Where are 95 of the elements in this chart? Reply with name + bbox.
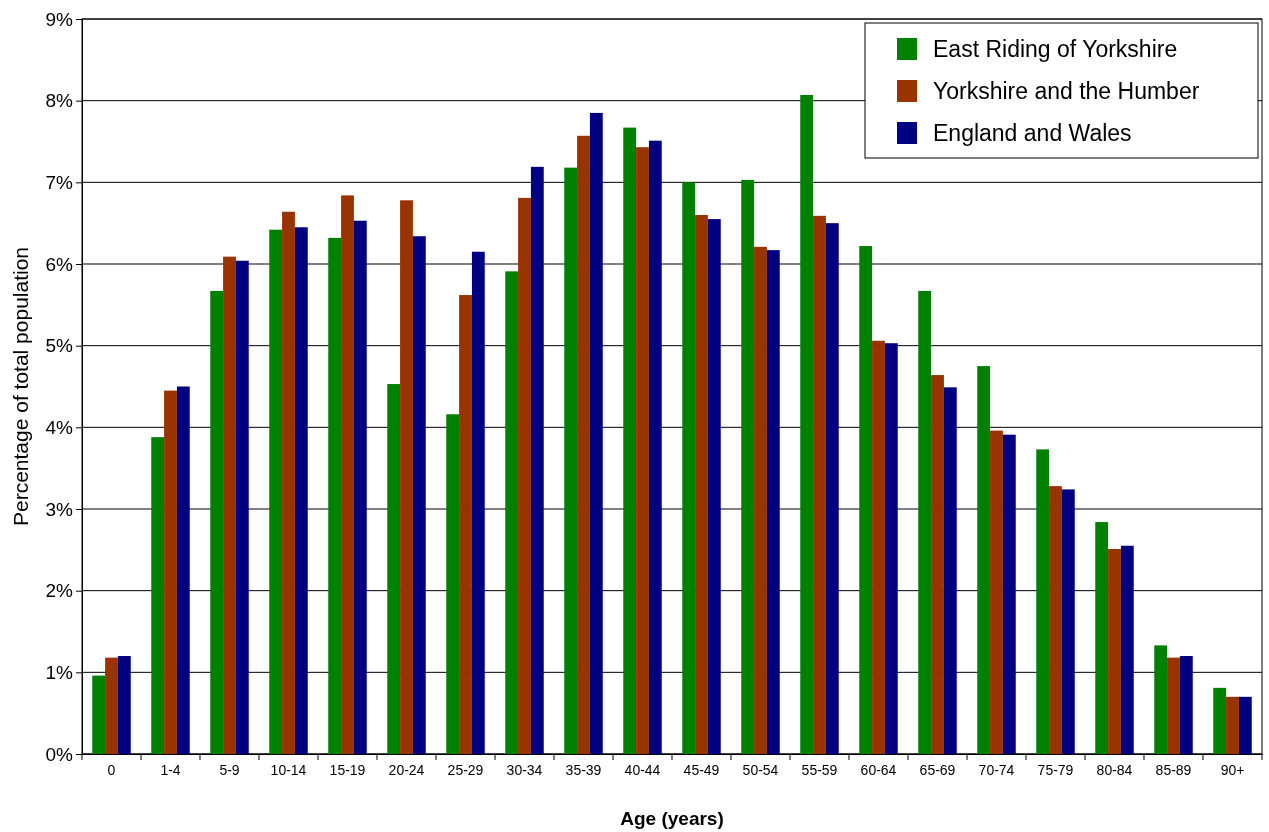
x-tick-label: 45-49 [683, 762, 720, 779]
legend-label: Yorkshire and the Humber [933, 78, 1200, 104]
bar [800, 94, 814, 754]
x-tick-label: 25-29 [447, 762, 484, 779]
bar [918, 290, 932, 754]
x-axis-title: Age (years) [620, 808, 724, 829]
x-tick-label: 5-9 [219, 762, 240, 779]
x-tick-label: 55-59 [801, 762, 838, 779]
y-tick-label: 9% [45, 8, 74, 30]
bar [872, 340, 885, 754]
x-tick-label: 10-14 [270, 762, 307, 779]
x-tick-label: 70-74 [978, 762, 1015, 779]
bar [1049, 486, 1062, 754]
bar [471, 251, 485, 754]
y-tick-label: 7% [45, 171, 74, 193]
legend-label: England and Wales [933, 120, 1132, 146]
bar [707, 219, 721, 754]
x-tick-label: 80-84 [1096, 762, 1133, 779]
x-tick-label: 65-69 [919, 762, 956, 779]
bar [282, 211, 295, 754]
bar [682, 182, 696, 754]
bar [294, 227, 308, 754]
x-tick-label: 30-34 [506, 762, 543, 779]
bar [353, 220, 367, 754]
bar [1213, 687, 1227, 754]
x-tick-label: 90+ [1220, 762, 1245, 779]
bar [943, 387, 957, 754]
bar [223, 256, 236, 754]
bar [1238, 696, 1252, 754]
bar [446, 414, 460, 754]
x-tick-label: 60-64 [860, 762, 897, 779]
bar [328, 237, 342, 754]
bar [387, 384, 401, 754]
bar [1002, 434, 1016, 754]
legend-label: East Riding of Yorkshire [933, 36, 1178, 62]
bar [1179, 656, 1193, 754]
bar [741, 179, 755, 754]
bar [341, 195, 354, 754]
bar [825, 223, 839, 754]
bar [695, 215, 708, 754]
x-tick-label: 75-79 [1037, 762, 1074, 779]
bar [1036, 449, 1050, 754]
bar [1226, 696, 1239, 754]
y-tick-label: 5% [45, 335, 74, 357]
bar [977, 366, 991, 754]
y-axis-title: Percentage of total population [9, 246, 32, 527]
bar [164, 390, 177, 754]
y-tick-label: 4% [45, 416, 74, 438]
x-tick-label: 35-39 [565, 762, 602, 779]
bar [859, 246, 873, 754]
bar [813, 215, 826, 754]
x-tick-label: 40-44 [624, 762, 661, 779]
bar [530, 166, 544, 754]
bar [210, 290, 224, 754]
bar [648, 140, 662, 754]
bar [92, 675, 106, 754]
bar [1167, 657, 1180, 754]
bar [505, 271, 519, 754]
bar [176, 386, 190, 754]
bar [459, 295, 472, 754]
bar [623, 127, 637, 754]
bar [754, 246, 767, 754]
x-tick-label: 85-89 [1155, 762, 1192, 779]
y-tick-label: 8% [45, 90, 74, 112]
bar [1120, 545, 1134, 754]
bar [577, 135, 590, 754]
x-tick-label: 1-4 [160, 762, 181, 779]
bar [151, 437, 165, 754]
bar [931, 375, 944, 754]
y-tick-label: 1% [45, 661, 74, 683]
bar [884, 343, 898, 754]
x-tick-label: 50-54 [742, 762, 779, 779]
bar [766, 250, 780, 754]
bar [235, 260, 249, 754]
y-tick-label: 0% [45, 743, 74, 765]
bar [589, 112, 603, 754]
bar [269, 229, 283, 754]
bar [518, 197, 531, 754]
y-tick-label: 3% [45, 498, 74, 520]
bar [412, 236, 426, 754]
x-tick-label: 20-24 [388, 762, 425, 779]
bar [117, 656, 131, 754]
bar [400, 200, 413, 754]
bar [1108, 549, 1121, 754]
x-tick-label: 0 [107, 762, 116, 779]
y-tick-label: 2% [45, 580, 74, 602]
bar [1061, 489, 1075, 754]
bar [1154, 645, 1168, 754]
y-tick-label: 6% [45, 253, 74, 275]
x-tick-label: 15-19 [329, 762, 366, 779]
bar [1095, 522, 1109, 754]
bar [105, 657, 118, 754]
bar [564, 167, 578, 754]
bar [990, 430, 1003, 754]
bar [636, 147, 649, 754]
